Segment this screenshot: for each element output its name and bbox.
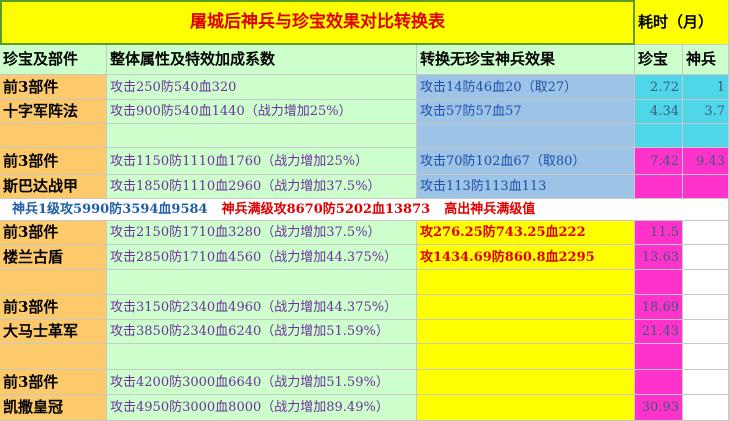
converted-effect: 攻276.25防743.25血222 <box>417 221 635 245</box>
weapon-months <box>683 295 729 320</box>
attributes: 攻击900防540血1440（战力增加25%） <box>107 100 417 124</box>
weapon-months <box>683 370 729 395</box>
item-name: 斯巴达战甲 <box>0 175 107 199</box>
attributes: 攻击2150防1710血3280（战力增加37.5%） <box>107 221 417 245</box>
treasure-months: 21.43 <box>635 320 683 344</box>
converted-effect <box>417 270 635 295</box>
column-header: 神兵 <box>683 45 729 75</box>
item-name: 前3部件 <box>0 148 107 175</box>
item-name <box>0 344 107 370</box>
converted-effect <box>417 370 635 395</box>
treasure-months <box>635 124 683 148</box>
item-name <box>0 124 107 148</box>
treasure-months: 18.69 <box>635 295 683 320</box>
weapon-months <box>683 124 729 148</box>
treasure-months <box>635 270 683 295</box>
treasure-months <box>635 370 683 395</box>
treasure-months: 11.5 <box>635 221 683 245</box>
weapon-months <box>683 270 729 295</box>
attributes <box>107 124 417 148</box>
item-name: 前3部件 <box>0 221 107 245</box>
item-name: 楼兰古盾 <box>0 245 107 270</box>
converted-effect <box>417 395 635 421</box>
treasure-months: 2.72 <box>635 75 683 100</box>
item-name: 前3部件 <box>0 295 107 320</box>
weapon-months <box>683 320 729 344</box>
title: 屠城后神兵与珍宝效果对比转换表 <box>0 0 635 45</box>
treasure-months <box>635 175 683 199</box>
column-header: 整体属性及特效加成系数 <box>107 45 417 75</box>
weapon-months <box>683 221 729 245</box>
treasure-months <box>635 344 683 370</box>
column-header: 珍宝及部件 <box>0 45 107 75</box>
banner-max-level: 神兵满级攻8670防5202血13873 <box>221 202 431 217</box>
treasure-months: 4.34 <box>635 100 683 124</box>
attributes: 攻击1150防1110血1760（战力增加25%） <box>107 148 417 175</box>
item-name: 前3部件 <box>0 370 107 395</box>
converted-effect <box>417 320 635 344</box>
treasure-months: 30.93 <box>635 395 683 421</box>
weapon-months: 3.7 <box>683 100 729 124</box>
converted-effect: 攻击14防46血20（取27） <box>417 75 635 100</box>
weapon-months <box>683 395 729 421</box>
item-name: 大马士革军 <box>0 320 107 344</box>
item-name <box>0 270 107 295</box>
banner-note: 高出神兵满级值 <box>444 202 536 217</box>
item-name: 前3部件 <box>0 75 107 100</box>
attributes: 攻击4950防3000血8000（战力增加89.49%） <box>107 395 417 421</box>
attributes <box>107 344 417 370</box>
weapon-months <box>683 175 729 199</box>
weapon-months <box>683 245 729 270</box>
converted-effect: 攻击57防57血57 <box>417 100 635 124</box>
attributes <box>107 270 417 295</box>
converted-effect: 攻1434.69防860.8血2295 <box>417 245 635 270</box>
converted-effect <box>417 295 635 320</box>
attributes: 攻击2850防1710血4560（战力增加44.375%） <box>107 245 417 270</box>
banner: 神兵1级攻5990防3594血9584 神兵满级攻8670防5202血13873 高… <box>0 199 729 221</box>
attributes: 攻击1850防1110血2960（战力增加37.5%） <box>107 175 417 199</box>
column-header: 转换无珍宝神兵效果 <box>417 45 635 75</box>
banner-level1: 神兵1级攻5990防3594血9584 <box>12 202 208 217</box>
attributes: 攻击4200防3000血6640（战力增加51.59%） <box>107 370 417 395</box>
column-header: 珍宝 <box>635 45 683 75</box>
treasure-months: 13.63 <box>635 245 683 270</box>
converted-effect <box>417 124 635 148</box>
converted-effect <box>417 344 635 370</box>
weapon-months <box>683 344 729 370</box>
converted-effect: 攻击113防113血113 <box>417 175 635 199</box>
converted-effect: 攻击70防102血67（取80） <box>417 148 635 175</box>
weapon-months: 9.43 <box>683 148 729 175</box>
attributes: 攻击3850防2340血6240（战力增加51.59%） <box>107 320 417 344</box>
item-name: 十字军阵法 <box>0 100 107 124</box>
weapon-months: 1 <box>683 75 729 100</box>
item-name: 凯撒皇冠 <box>0 395 107 421</box>
duration-header: 耗时（月） <box>635 0 729 45</box>
attributes: 攻击250防540血320 <box>107 75 417 100</box>
attributes: 攻击3150防2340血4960（战力增加44.375%） <box>107 295 417 320</box>
treasure-months: 7.42 <box>635 148 683 175</box>
